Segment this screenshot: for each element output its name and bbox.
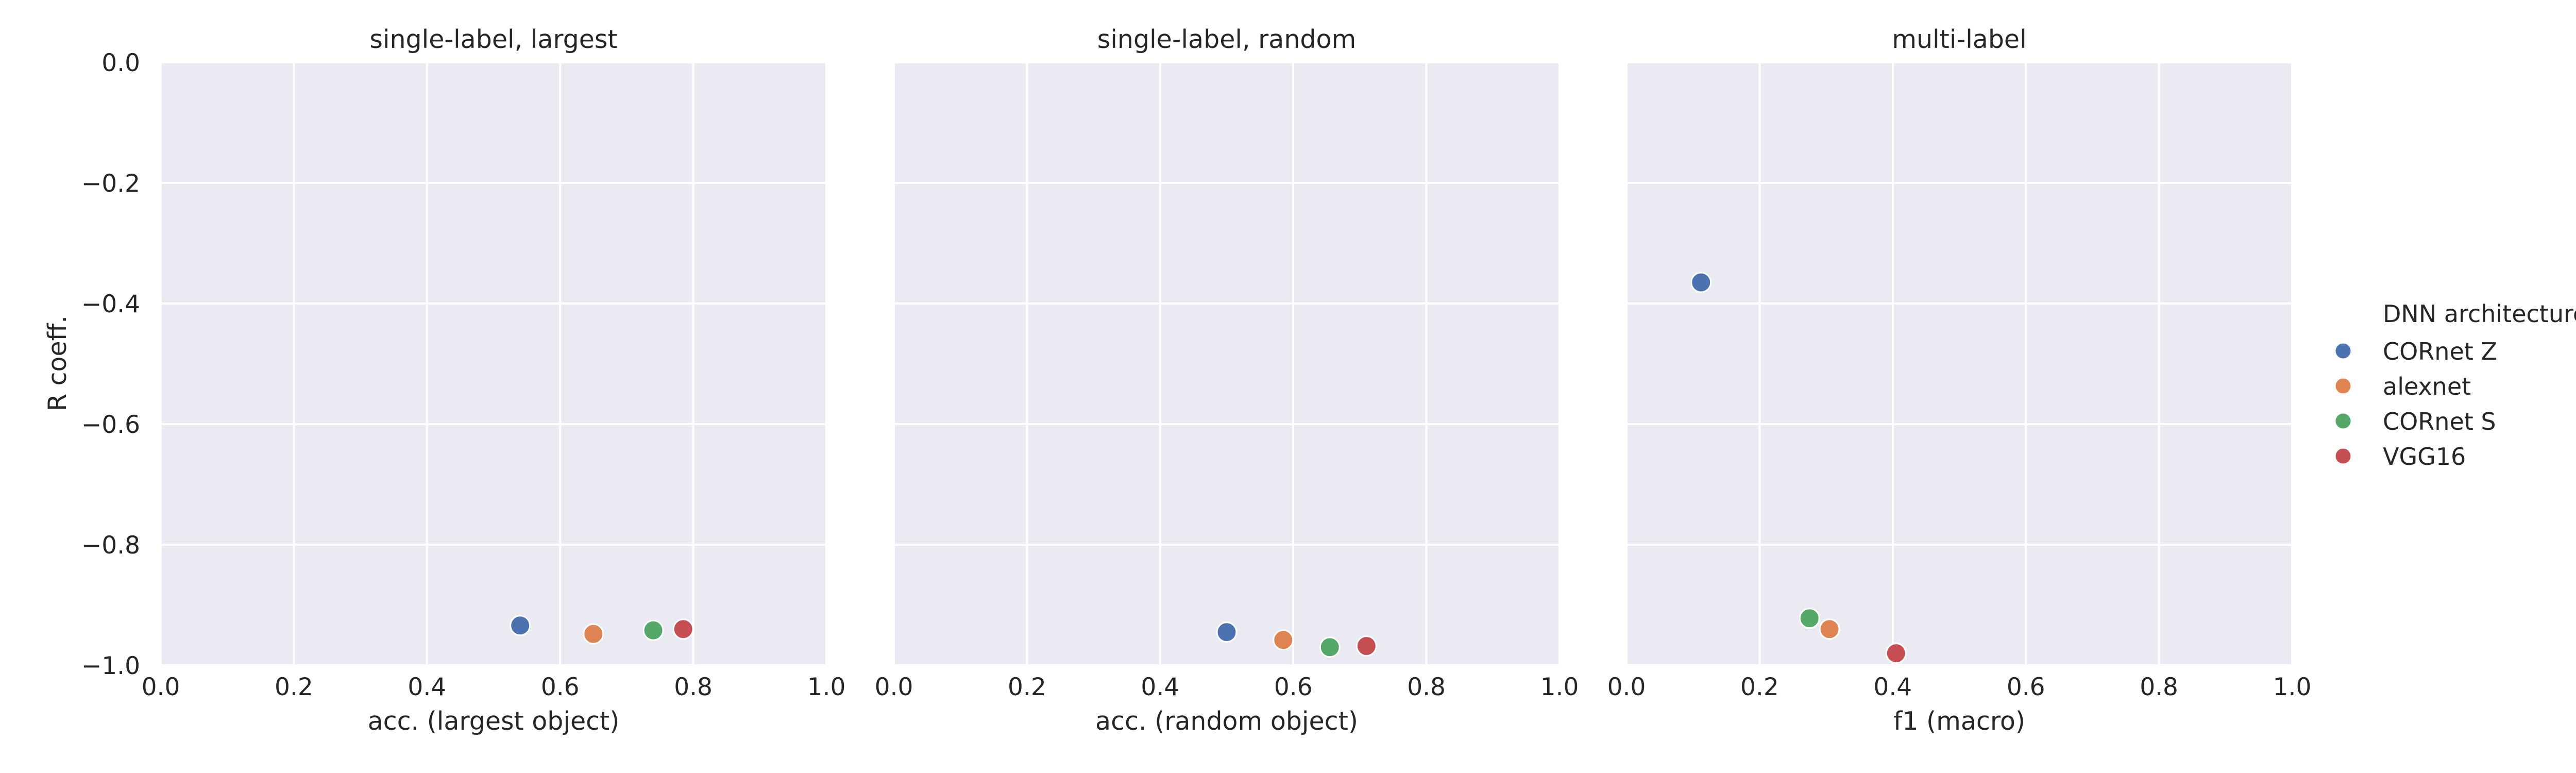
- legend-marker: [2334, 342, 2352, 360]
- data-point: [1799, 608, 1820, 629]
- legend-marker: [2334, 447, 2352, 465]
- legend-entry-label: CORnet Z: [2383, 338, 2497, 365]
- panel-2: single-label, random 0.0 0.2 0.4 0.6 0.8 1.0 ac…: [875, 25, 1579, 736]
- y-axis-label: R coeff.: [43, 315, 72, 411]
- panel-title: multi-label: [1892, 25, 2026, 54]
- data-point: [1216, 621, 1238, 643]
- y-tick-label: −1.0: [81, 652, 140, 680]
- y-tick-label: −0.2: [81, 170, 140, 198]
- panels: single-label, largest 0.0 0.2 0.4 0.6 0.8 1.0 a…: [81, 25, 2312, 736]
- x-tick-label: 1.0: [2273, 673, 2312, 701]
- x-tick-label: 0.8: [2140, 673, 2178, 701]
- plot-area: [161, 62, 826, 665]
- legend-entry-label: VGG16: [2383, 443, 2466, 470]
- panel-title: single-label, random: [1097, 25, 1356, 54]
- data-point: [642, 619, 664, 641]
- legend-entry-label: CORnet S: [2383, 408, 2496, 435]
- x-tick-label: 1.0: [1540, 673, 1579, 701]
- x-tick-label: 0.4: [408, 673, 446, 701]
- y-tick-label: −0.8: [81, 531, 140, 560]
- data-point: [1319, 636, 1341, 658]
- x-tick-label: 0.8: [1407, 673, 1446, 701]
- x-axis-label: f1 (macro): [1893, 707, 2025, 736]
- x-tick-label: 0.2: [1740, 673, 1779, 701]
- y-tick-label: 0.0: [101, 49, 140, 77]
- legend-marker: [2334, 377, 2352, 395]
- y-tick-label: −0.4: [81, 290, 140, 318]
- panel-1: single-label, largest 0.0 0.2 0.4 0.6 0.8 1.0 a…: [81, 25, 846, 736]
- data-point: [1355, 635, 1377, 657]
- legend-title: DNN architecture: [2383, 300, 2576, 328]
- x-tick-label: 0.6: [541, 673, 580, 701]
- x-tick-label: 0.8: [674, 673, 713, 701]
- data-point: [1690, 272, 1712, 293]
- x-axis-label: acc. (largest object): [368, 707, 620, 736]
- data-point: [1273, 629, 1294, 651]
- plot-area: [894, 62, 1560, 665]
- y-tick-label: −0.6: [81, 411, 140, 439]
- legend-marker: [2334, 412, 2352, 430]
- x-tick-label: 0.6: [1274, 673, 1313, 701]
- x-tick-label: 1.0: [807, 673, 846, 701]
- legend-entry-label: alexnet: [2383, 373, 2471, 400]
- x-tick-label: 0.0: [142, 673, 180, 701]
- x-tick-label: 0.0: [1607, 673, 1646, 701]
- data-point: [510, 615, 531, 636]
- plot-area: [1626, 62, 2292, 665]
- panel-3: multi-label 0.0 0.2 0.4 0.6 0.8 1.0 f1 (macro): [1607, 25, 2312, 736]
- x-tick-label: 0.0: [875, 673, 913, 701]
- x-axis-label: acc. (random object): [1095, 707, 1358, 736]
- x-tick-label: 0.2: [1008, 673, 1046, 701]
- x-tick-label: 0.2: [275, 673, 313, 701]
- x-tick-label: 0.4: [1141, 673, 1179, 701]
- legend: DNN architecture CORnet Z alexnet CORnet S…: [2334, 300, 2576, 470]
- data-point: [1819, 618, 1840, 640]
- data-point: [583, 623, 604, 645]
- data-point: [672, 618, 694, 640]
- panel-title: single-label, largest: [369, 25, 617, 54]
- x-tick-label: 0.6: [2007, 673, 2045, 701]
- x-tick-label: 0.4: [1873, 673, 1912, 701]
- data-point: [1885, 643, 1907, 664]
